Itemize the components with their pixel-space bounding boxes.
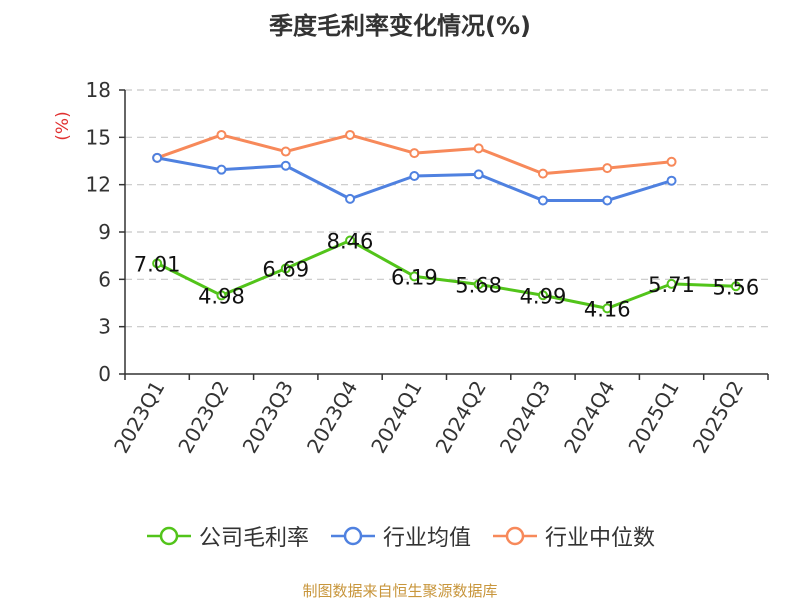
legend-line-circle-icon — [493, 526, 537, 546]
y-tick-label: 6 — [98, 267, 111, 291]
data-point — [666, 156, 677, 167]
x-tick-label: 2023Q1 — [109, 377, 169, 458]
data-point — [602, 195, 613, 206]
legend-line-circle-icon — [330, 526, 375, 546]
data-point — [345, 193, 356, 204]
data-point — [280, 160, 291, 171]
data-point — [409, 271, 420, 282]
data-label: 6.19 — [391, 265, 438, 289]
legend-item[interactable]: 行业中位数 — [491, 520, 655, 552]
data-point — [473, 169, 484, 180]
legend-label: 行业中位数 — [545, 526, 656, 551]
data-point — [280, 146, 291, 157]
data-point — [666, 278, 677, 289]
y-tick-label: 3 — [98, 315, 111, 339]
data-point — [152, 152, 163, 163]
legend: 公司毛利率 行业均值 行业中位数 — [0, 520, 800, 552]
data-point — [602, 163, 613, 174]
legend-label: 公司毛利率 — [198, 526, 309, 551]
y-tick-label: 12 — [86, 173, 111, 197]
data-label: 5.71 — [648, 273, 695, 297]
legend-label: 行业均值 — [382, 526, 471, 551]
y-tick-label: 15 — [86, 125, 111, 149]
data-label: 4.98 — [198, 284, 245, 308]
x-tick-label: 2024Q4 — [559, 377, 619, 458]
x-tick-label: 2025Q2 — [688, 377, 748, 458]
data-point — [409, 148, 420, 159]
x-tick-label: 2024Q2 — [431, 377, 491, 458]
data-label: 8.46 — [327, 230, 374, 254]
data-label: 5.56 — [712, 275, 759, 299]
data-point — [280, 263, 291, 274]
data-point — [216, 164, 227, 175]
data-point — [537, 168, 548, 179]
y-tick-label: 9 — [98, 220, 111, 244]
legend-item[interactable]: 公司毛利率 — [145, 520, 309, 552]
x-tick-label: 2024Q3 — [495, 377, 555, 458]
data-point — [473, 279, 484, 290]
y-tick-label: 18 — [86, 78, 111, 102]
data-point — [345, 129, 356, 140]
data-label: 5.68 — [455, 273, 502, 297]
legend-item[interactable]: 行业均值 — [329, 520, 471, 552]
series-line — [156, 239, 736, 310]
x-tick-label: 2023Q2 — [173, 377, 233, 458]
x-tick-label: 2025Q1 — [623, 377, 683, 458]
x-tick-label: 2024Q1 — [366, 377, 426, 458]
legend-line-circle-icon — [146, 526, 191, 546]
data-label: 6.69 — [262, 257, 309, 281]
x-tick-label: 2023Q4 — [302, 377, 362, 458]
data-point — [537, 195, 548, 206]
data-label: 4.16 — [584, 297, 631, 321]
data-point — [537, 290, 548, 301]
data-point — [216, 129, 227, 140]
x-tick-label: 2023Q3 — [238, 377, 298, 458]
data-point — [666, 175, 677, 186]
data-label: 4.99 — [520, 284, 567, 308]
chart-title: 季度毛利率变化情况(%) — [269, 12, 531, 40]
source-note: 制图数据来自恒生聚源数据库 — [302, 582, 498, 600]
data-label: 7.01 — [134, 252, 181, 276]
data-point — [345, 235, 356, 246]
data-point — [730, 281, 741, 292]
data-point — [152, 258, 163, 269]
data-point — [216, 290, 227, 301]
y-axis-label: (%) — [53, 111, 73, 140]
data-point — [473, 143, 484, 154]
y-tick-label: 0 — [98, 362, 111, 386]
data-point — [409, 170, 420, 181]
data-point — [602, 303, 613, 314]
